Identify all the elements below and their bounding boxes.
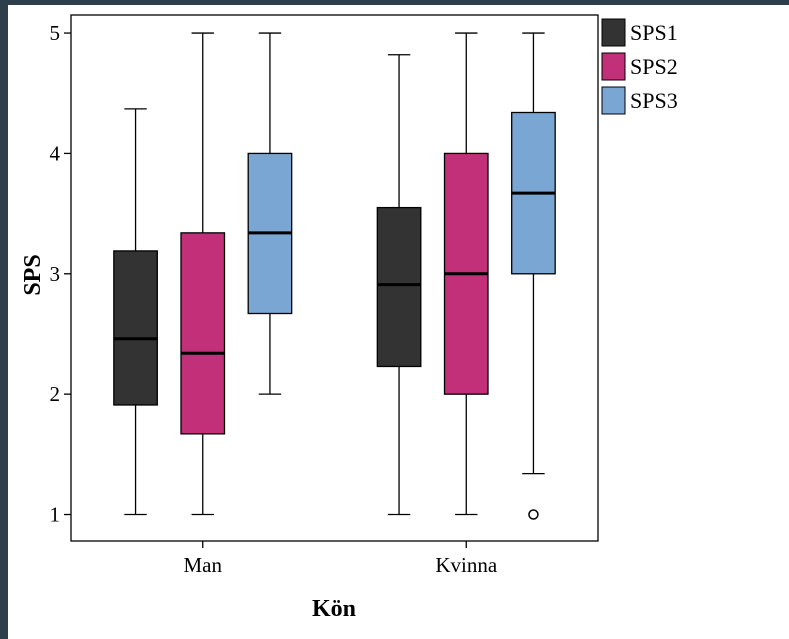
legend-item-sps1: SPS1 bbox=[601, 18, 678, 47]
legend-label: SPS2 bbox=[630, 54, 678, 79]
x-axis-title: Kön bbox=[312, 596, 356, 622]
y-tick-label: 5 bbox=[50, 21, 61, 45]
y-tick-label: 3 bbox=[50, 262, 61, 286]
legend-swatch bbox=[601, 18, 626, 47]
legend-label: SPS3 bbox=[630, 88, 678, 113]
box-sps3-kvinna bbox=[511, 32, 556, 520]
legend-swatch bbox=[601, 52, 626, 81]
legend-item-sps2: SPS2 bbox=[601, 52, 678, 81]
y-tick-label: 4 bbox=[50, 141, 61, 165]
x-axis: Man Kvinna bbox=[184, 541, 498, 577]
y-tick-label: 2 bbox=[50, 382, 61, 406]
iqr-box bbox=[180, 232, 226, 435]
box-sps2-kvinna bbox=[443, 32, 489, 516]
legend-item-sps3: SPS3 bbox=[601, 86, 678, 115]
boxes bbox=[113, 32, 556, 520]
x-tick-label: Kvinna bbox=[435, 553, 498, 577]
outlier-point bbox=[528, 509, 539, 520]
legend-label: SPS1 bbox=[630, 20, 678, 45]
box-sps2-man bbox=[180, 32, 226, 516]
y-axis-title: SPS bbox=[20, 254, 46, 295]
plot-frame bbox=[70, 14, 599, 542]
y-tick-label: 1 bbox=[50, 503, 61, 527]
chart-panel: 1 2 3 4 5 Man Kvinna SPS Kön SPS1 SPS2 SPS3 bbox=[8, 5, 789, 639]
legend: SPS1 SPS2 SPS3 bbox=[601, 18, 678, 115]
box-sps1-kvinna bbox=[376, 54, 422, 516]
x-tick-label: Man bbox=[184, 553, 223, 577]
legend-swatch bbox=[601, 86, 626, 115]
box-sps1-man bbox=[113, 108, 158, 516]
iqr-box bbox=[113, 250, 158, 406]
box-sps3-man bbox=[247, 32, 293, 395]
y-axis: 1 2 3 4 5 bbox=[50, 21, 71, 527]
iqr-box bbox=[376, 206, 422, 368]
boxplot-chart: 1 2 3 4 5 Man Kvinna SPS Kön SPS1 SPS2 SPS3 bbox=[20, 14, 678, 622]
